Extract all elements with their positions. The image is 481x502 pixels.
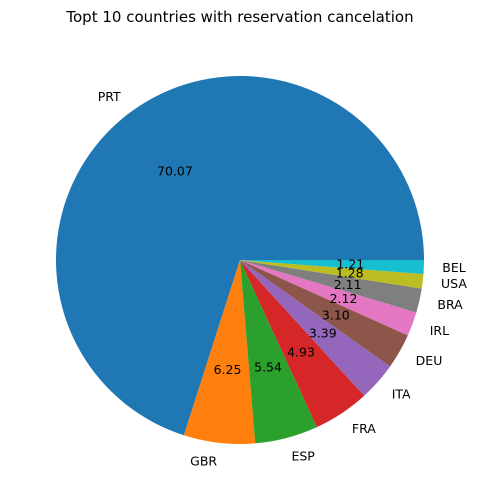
slice-prt <box>55 76 425 436</box>
value-usa: 1.28 <box>336 265 364 280</box>
value-deu: 3.10 <box>322 307 350 322</box>
value-irl: 2.12 <box>330 291 358 306</box>
pie-slices <box>55 76 425 445</box>
slice-fra <box>240 260 365 428</box>
value-fra: 4.93 <box>287 344 315 359</box>
slice-gbr <box>183 260 256 445</box>
label-prt: PRT <box>98 89 121 104</box>
label-deu: DEU <box>416 353 443 368</box>
slice-usa <box>240 260 424 289</box>
label-bel: BEL <box>442 260 465 275</box>
value-bra: 2.11 <box>334 277 362 292</box>
label-fra: FRA <box>352 421 376 436</box>
slice-esp <box>240 260 317 444</box>
value-gbr: 6.25 <box>214 362 242 377</box>
slice-deu <box>240 260 408 367</box>
label-esp: ESP <box>291 448 315 463</box>
label-bra: BRA <box>437 297 463 312</box>
value-ita: 3.39 <box>309 326 337 341</box>
label-usa: USA <box>441 276 467 291</box>
value-esp: 5.54 <box>254 359 282 374</box>
label-ita: ITA <box>392 386 411 401</box>
slice-irl <box>240 260 417 336</box>
slice-bra <box>240 260 422 313</box>
value-bel: 1.21 <box>336 257 364 272</box>
pie-labels: PRT 70.07 GBR 6.25 ESP 5.54 FRA 4.93 ITA 3.39 DEU 3… <box>98 89 468 469</box>
value-prt: 70.07 <box>157 163 193 178</box>
label-gbr: GBR <box>190 454 217 469</box>
slice-ita <box>240 260 391 396</box>
chart-title: Topt 10 countries with reservation cance… <box>65 8 413 26</box>
slice-bel <box>240 260 424 274</box>
label-irl: IRL <box>430 323 449 338</box>
